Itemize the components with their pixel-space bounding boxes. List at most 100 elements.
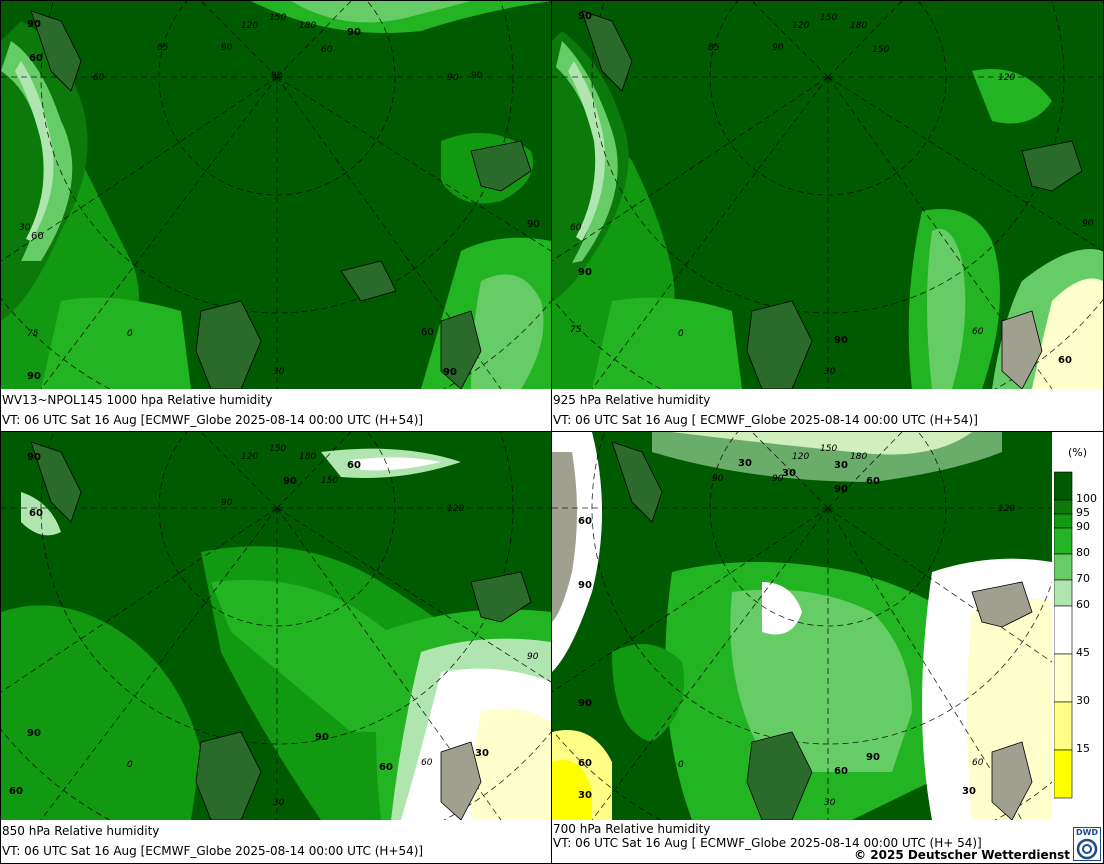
panel-caption: 850 hPa Relative humidity VT: 06 UTC Sat… <box>1 824 551 858</box>
contour-label: 60 <box>578 516 592 527</box>
rh-area-60 <box>15 61 54 241</box>
legend-swatch <box>1054 701 1073 751</box>
logo-text: DWD <box>1075 828 1099 837</box>
graticule <box>1 432 551 820</box>
rh-area-60 <box>568 61 606 241</box>
contour-label: 90 <box>443 367 457 378</box>
rh-area-30-east <box>1032 278 1103 389</box>
legend-colorbar <box>1054 471 1073 799</box>
contour-label: 90 <box>27 728 41 739</box>
grid-label: 60 <box>972 327 984 337</box>
rh-area-70 <box>1 41 73 261</box>
logo-swirl-icon <box>1076 838 1098 860</box>
grid-label: 180 <box>299 452 317 462</box>
contour-label: 60 <box>347 460 361 471</box>
panel-valid-time: VT: 06 UTC Sat 16 Aug [ ECMWF_Globe 2025… <box>553 836 982 850</box>
contour-label: 60 <box>379 762 393 773</box>
panel-700hpa: 30 30 90 60 60 90 90 60 90 30 30 60 30 1… <box>551 431 1104 864</box>
grid-label: 120 <box>792 21 810 31</box>
copyright-credit: © 2025 Deutscher Wetterdienst <box>854 848 1070 862</box>
grid-label: 180 <box>299 21 317 31</box>
legend-swatch <box>1054 499 1073 515</box>
grid-label: 120 <box>792 452 810 462</box>
contour-label: 90 <box>834 335 848 346</box>
grid-label: 85 <box>157 43 169 53</box>
contour-label: 30 <box>962 786 976 797</box>
grid-label: 150 <box>269 444 287 454</box>
grid-label: 60 <box>93 73 105 83</box>
grid-label: 60 <box>570 223 582 233</box>
panel-850hpa: 90 60 90 60 90 60 90 30 60 150 180 120 1… <box>0 431 552 864</box>
legend-tick-label: 60 <box>1076 598 1090 611</box>
contour-label: 60 <box>834 766 848 777</box>
grid-label: 120 <box>998 504 1016 514</box>
legend-swatch <box>1054 513 1073 529</box>
contour-label: 60 <box>29 508 43 519</box>
contour-label: 90 <box>578 267 592 278</box>
grid-label: 150 <box>820 444 838 454</box>
legend-swatch <box>1054 553 1073 581</box>
grid-label: 30 <box>19 223 31 233</box>
grid-label: 30 <box>273 798 285 808</box>
rh-area-70 <box>730 589 912 772</box>
grid-label: 150 <box>321 476 339 486</box>
coastlines <box>581 10 1083 389</box>
contour-label: 90 <box>527 219 540 230</box>
legend-swatch <box>1054 653 1073 703</box>
contour-label: 30 <box>578 790 592 801</box>
rh-area-45-north <box>351 457 441 471</box>
grid-label: 30 <box>273 367 285 377</box>
rh-area-70 <box>556 41 618 263</box>
contour-label: 90 <box>315 732 329 743</box>
grid-label: 120 <box>998 73 1016 83</box>
map-850hpa: 90 60 90 60 90 60 90 30 60 150 180 120 1… <box>1 432 551 820</box>
panel-caption: 925 hPa Relative humidity VT: 06 UTC Sat… <box>552 393 1103 427</box>
legend-tick-label: 15 <box>1076 742 1090 755</box>
graticule <box>1 1 551 389</box>
contour-label: 60 <box>1058 355 1072 366</box>
grid-label: 90 <box>221 43 233 53</box>
contour-label: 90 <box>283 476 297 487</box>
contour-label: 90 <box>27 452 41 463</box>
panel-title: 700 hPa Relative humidity <box>553 822 711 836</box>
rh-area-0-sw <box>552 760 592 820</box>
map-925hpa: 90 90 90 60 150 180 120 90 85 120 150 60… <box>552 1 1103 389</box>
grid-label: 90 <box>712 474 724 484</box>
color-legend: (%) 100 95 90 80 70 60 45 30 15 <box>1054 446 1100 802</box>
grid-label: 60 <box>321 45 333 55</box>
grid-label: 120 <box>447 504 465 514</box>
grid-label: 90 <box>772 474 784 484</box>
panel-valid-time: VT: 06 UTC Sat 16 Aug [ECMWF_Globe 2025-… <box>2 844 424 858</box>
rh-area-80-ne <box>972 69 1052 124</box>
grid-label: 120 <box>241 452 259 462</box>
grid-label: 0 <box>678 329 684 339</box>
panel-1000hpa: 90 60 90 60 90 90 90 90 60 90 150 180 12… <box>0 0 552 432</box>
panel-valid-time: VT: 06 UTC Sat 16 Aug [ ECMWF_Globe 2025… <box>553 413 978 427</box>
panel-caption: 700 hPa Relative humidity VT: 06 UTC Sat… <box>552 822 1103 850</box>
panel-title: WV13~NPOL145 1000 hpa Relative humidity <box>2 393 273 407</box>
rh-area-80-sw <box>41 297 191 389</box>
legend-bar <box>1054 471 1073 799</box>
grid-label: 85 <box>708 43 720 53</box>
grid-label: 30 <box>824 367 836 377</box>
contour-label: 30 <box>475 748 489 759</box>
rh-area-45-center <box>762 582 802 635</box>
grid-label: 90 <box>772 43 784 53</box>
contour-label: 90 <box>578 698 592 709</box>
coastlines <box>611 441 1033 820</box>
grid-label: 180 <box>850 21 868 31</box>
legend-tick-label: 30 <box>1076 694 1090 707</box>
panel-valid-time: VT: 06 UTC Sat 16 Aug [ECMWF_Globe 2025-… <box>2 413 424 427</box>
coastlines <box>30 10 532 389</box>
contour-label: 30 <box>834 460 848 471</box>
grid-label: 30 <box>824 798 836 808</box>
rh-area-95 <box>552 31 629 301</box>
legend-swatch <box>1054 471 1073 501</box>
grid-label: 180 <box>850 452 868 462</box>
grid-label: 90 <box>447 73 459 83</box>
grid-label: 90 <box>527 652 539 662</box>
grid-label: 150 <box>269 13 287 23</box>
rh-area-90-w <box>612 644 684 742</box>
grid-label: 120 <box>241 21 259 31</box>
legend-unit: (%) <box>1068 446 1088 459</box>
